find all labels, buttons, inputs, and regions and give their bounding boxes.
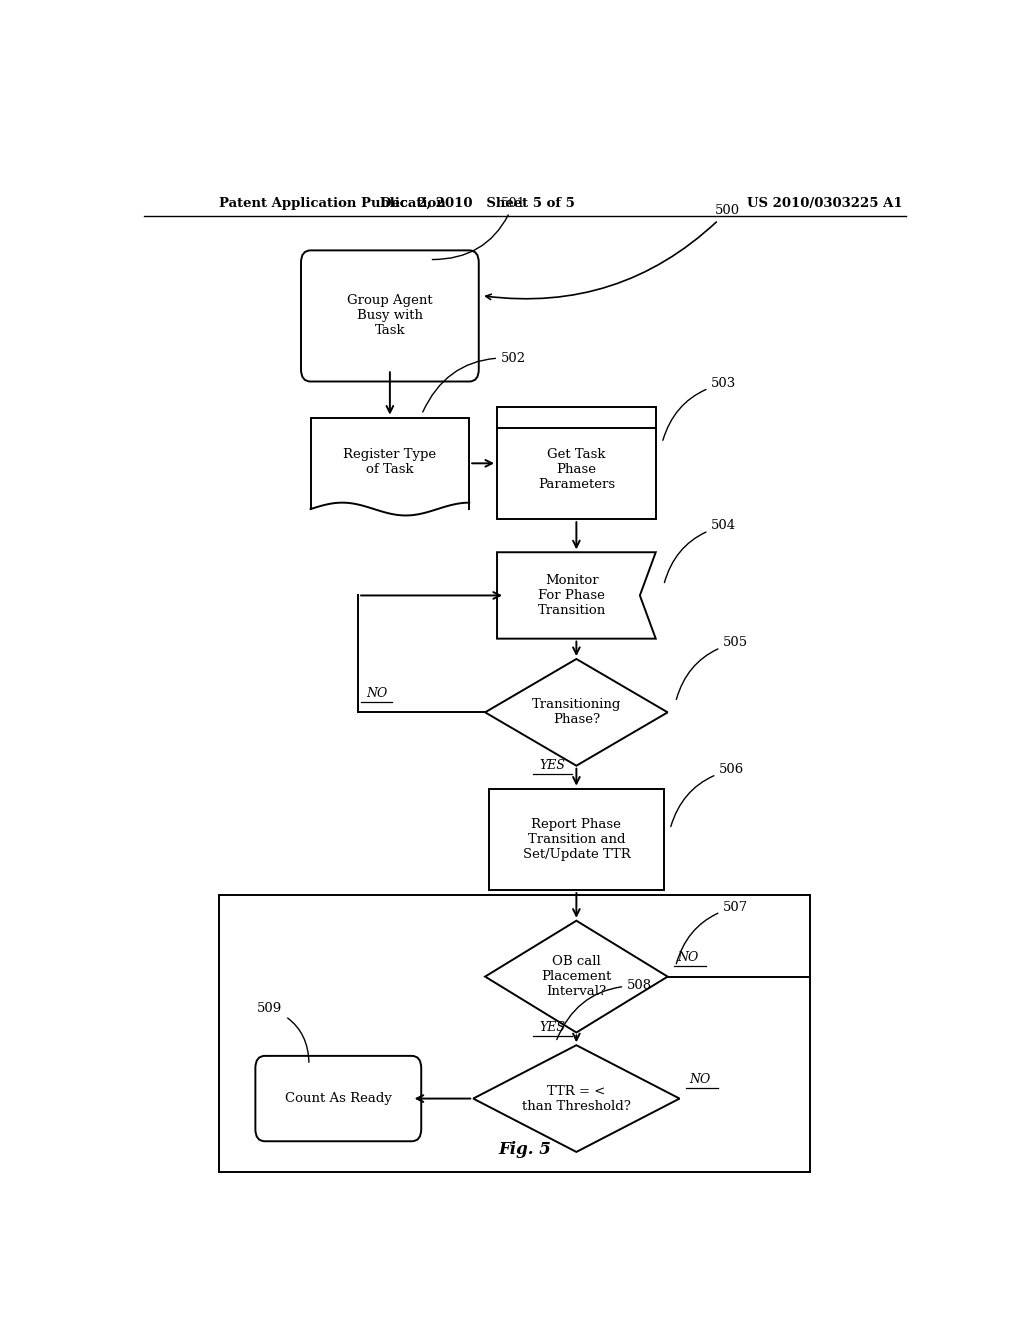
Text: Get Task
Phase
Parameters: Get Task Phase Parameters — [538, 447, 615, 491]
Text: 505: 505 — [676, 636, 749, 700]
Text: Report Phase
Transition and
Set/Update TTR: Report Phase Transition and Set/Update T… — [522, 818, 630, 861]
Bar — [497, 408, 655, 519]
Text: Group Agent
Busy with
Task: Group Agent Busy with Task — [347, 294, 433, 338]
Text: TTR = <
than Threshold?: TTR = < than Threshold? — [522, 1085, 631, 1113]
Polygon shape — [473, 1045, 680, 1152]
Text: 503: 503 — [663, 378, 736, 441]
PathPatch shape — [497, 552, 655, 639]
Polygon shape — [485, 921, 668, 1032]
Text: 509: 509 — [257, 1002, 309, 1063]
Text: 502: 502 — [423, 351, 526, 412]
Text: NO: NO — [689, 1073, 711, 1086]
Text: Monitor
For Phase
Transition: Monitor For Phase Transition — [538, 574, 606, 616]
Text: Transitioning
Phase?: Transitioning Phase? — [531, 698, 622, 726]
Text: Count As Ready: Count As Ready — [285, 1092, 392, 1105]
Text: YES: YES — [540, 759, 565, 772]
Text: 504: 504 — [665, 519, 736, 582]
Text: Fig. 5: Fig. 5 — [499, 1140, 551, 1158]
Bar — [489, 788, 664, 890]
Text: OB call
Placement
Interval?: OB call Placement Interval? — [542, 956, 611, 998]
Text: 506: 506 — [671, 763, 744, 826]
Text: 508: 508 — [557, 979, 652, 1040]
Text: US 2010/0303225 A1: US 2010/0303225 A1 — [748, 197, 902, 210]
Text: NO: NO — [367, 688, 387, 700]
Polygon shape — [485, 659, 668, 766]
FancyBboxPatch shape — [255, 1056, 421, 1142]
Text: YES: YES — [540, 1020, 565, 1034]
Text: 500: 500 — [485, 205, 740, 300]
Text: NO: NO — [677, 952, 698, 965]
Text: Patent Application Publication: Patent Application Publication — [219, 197, 446, 210]
Text: 501: 501 — [432, 197, 526, 260]
Text: 507: 507 — [676, 900, 749, 964]
FancyBboxPatch shape — [301, 251, 479, 381]
Text: Register Type
of Task: Register Type of Task — [343, 447, 436, 477]
Text: Dec. 2, 2010   Sheet 5 of 5: Dec. 2, 2010 Sheet 5 of 5 — [380, 197, 574, 210]
